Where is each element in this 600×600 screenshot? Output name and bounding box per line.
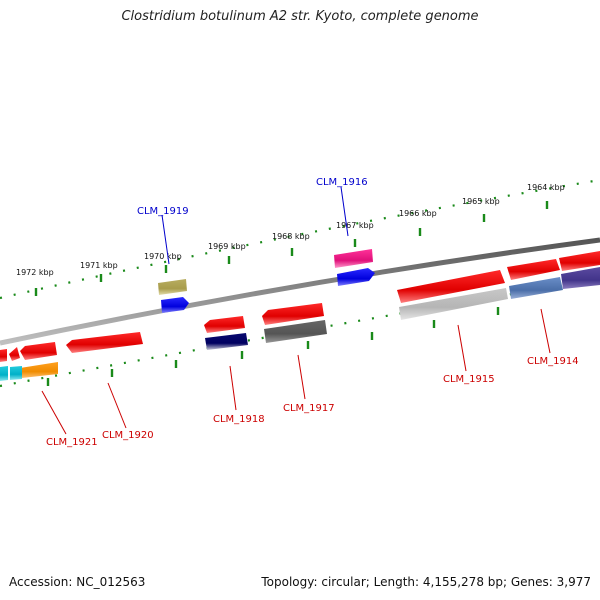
gene-label-clm-1921[interactable]: CLM_1921 bbox=[46, 437, 98, 448]
forward-strand-genes bbox=[158, 249, 600, 320]
scale-label: 1968 kbp bbox=[272, 232, 310, 241]
gene-arrow[interactable] bbox=[397, 270, 505, 303]
gene-arrow[interactable] bbox=[9, 347, 20, 361]
genome-summary-text: Topology: circular; Length: 4,155,278 bp… bbox=[261, 575, 591, 589]
inner-scale-ring bbox=[0, 277, 600, 388]
gene-clm-1920-arrow[interactable] bbox=[66, 332, 143, 353]
reverse-strand-genes bbox=[0, 303, 327, 381]
scale-label: 1970 kbp bbox=[144, 252, 182, 261]
scale-label: 1971 kbp bbox=[80, 261, 118, 270]
gene-clm-1918-navy-arrow[interactable] bbox=[205, 333, 248, 350]
gene-arrow[interactable] bbox=[507, 259, 560, 280]
gene-clm-1917-gray-arrow[interactable] bbox=[264, 320, 327, 343]
gene-label-clm-1914[interactable]: CLM_1914 bbox=[527, 356, 579, 367]
gene-label-clm-1918[interactable]: CLM_1918 bbox=[213, 414, 265, 425]
gene-clm-1917-arrow[interactable] bbox=[262, 303, 324, 325]
gene-clm-1916-forward-arrow[interactable] bbox=[337, 268, 375, 286]
gene-arrow[interactable] bbox=[509, 277, 563, 299]
map-title: Clostridium botulinum A2 str. Kyoto, com… bbox=[121, 9, 479, 24]
gene-arrow[interactable] bbox=[561, 267, 600, 289]
gene-clm-1919-forward-arrow[interactable] bbox=[161, 297, 189, 313]
gene-clm-1919-arrow[interactable] bbox=[158, 279, 187, 295]
genome-backbone bbox=[0, 237, 600, 346]
gene-labels: CLM_1919 CLM_1916 CLM_1914 CLM_1915 CLM_… bbox=[46, 177, 579, 448]
scale-label: 1966 kbp bbox=[399, 209, 437, 218]
gene-label-clm-1919[interactable]: CLM_1919 bbox=[137, 206, 189, 217]
scale-label: 1972 kbp bbox=[16, 268, 54, 277]
accession-text: Accession: NC_012563 bbox=[9, 575, 146, 589]
gene-arrow[interactable] bbox=[20, 342, 57, 360]
leader-lines bbox=[41, 186, 551, 435]
gene-clm-1918-arrow[interactable] bbox=[204, 316, 245, 333]
gene-label-clm-1920[interactable]: CLM_1920 bbox=[102, 430, 154, 441]
gene-label-clm-1917[interactable]: CLM_1917 bbox=[283, 403, 335, 414]
outer-scale-ring bbox=[0, 178, 600, 300]
scale-label: 1964 kbp bbox=[527, 183, 565, 192]
major-ticks bbox=[34, 201, 549, 386]
gene-label-clm-1915[interactable]: CLM_1915 bbox=[443, 374, 495, 385]
gene-arrow[interactable] bbox=[0, 366, 8, 381]
scale-label: 1967 kbp bbox=[336, 221, 374, 230]
gene-label-clm-1916[interactable]: CLM_1916 bbox=[316, 177, 368, 188]
scale-labels: 1972 kbp 1971 kbp 1970 kbp 1969 kbp 1968… bbox=[16, 183, 565, 277]
gene-arrow[interactable] bbox=[10, 366, 22, 380]
gene-clm-1921-arrow[interactable] bbox=[20, 362, 58, 378]
gene-arrow[interactable] bbox=[399, 288, 508, 320]
gene-arrow[interactable] bbox=[0, 349, 7, 362]
scale-label: 1965 kbp bbox=[462, 197, 500, 206]
gene-clm-1916-arrow[interactable] bbox=[334, 249, 373, 268]
scale-label: 1969 kbp bbox=[208, 242, 246, 251]
gene-arrow[interactable] bbox=[559, 251, 600, 271]
